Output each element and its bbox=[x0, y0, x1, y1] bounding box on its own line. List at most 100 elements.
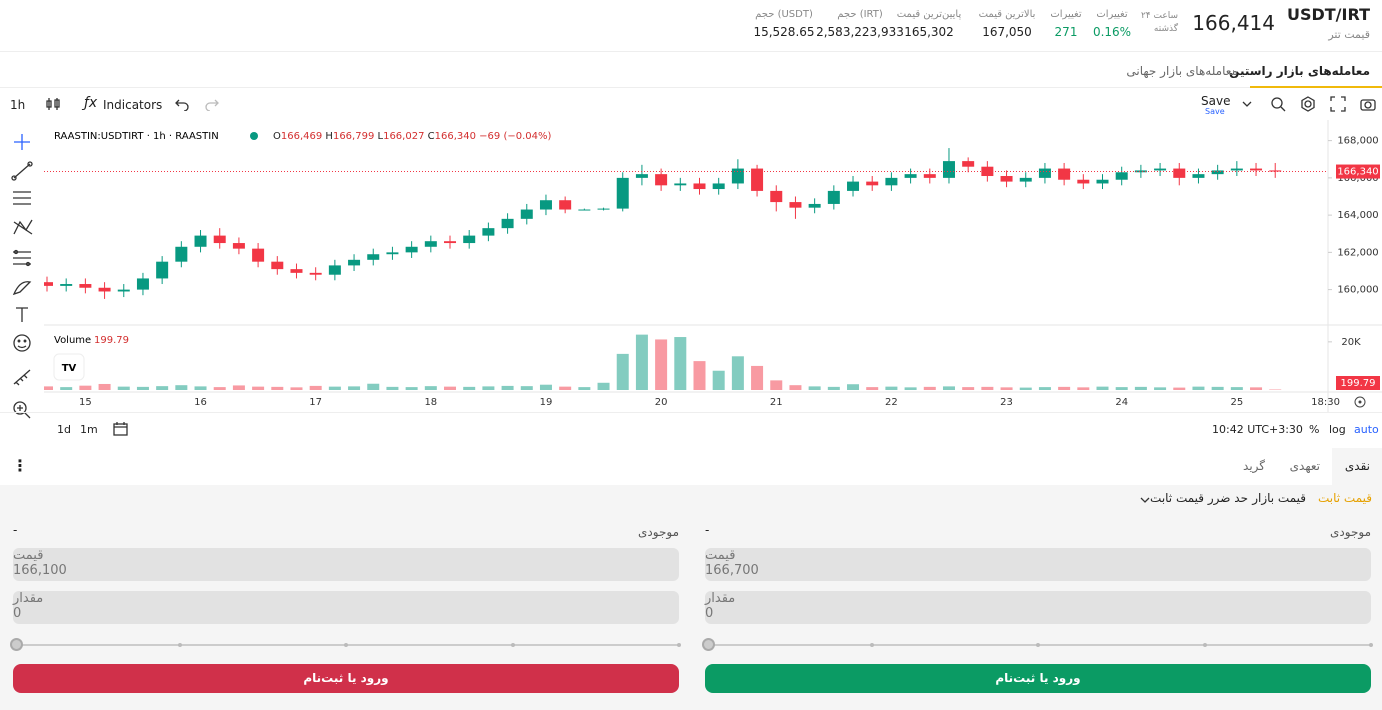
x-tick-label: 22 bbox=[885, 397, 898, 408]
x-tick-label: 16 bbox=[194, 397, 207, 408]
volume-bar bbox=[597, 382, 610, 390]
more-menu[interactable]: ⋮ bbox=[12, 456, 28, 475]
price-value: 166,100 bbox=[13, 563, 67, 578]
order-tab[interactable]: تعهدی bbox=[1289, 459, 1320, 473]
ohlc-value: 166,469 bbox=[281, 131, 322, 142]
candle-body bbox=[847, 181, 860, 191]
last-price: 166,414 bbox=[1192, 11, 1275, 35]
candle-body bbox=[290, 269, 303, 273]
volume-bar bbox=[712, 370, 725, 390]
order-type[interactable]: قیمت ثابت bbox=[1317, 491, 1372, 505]
price-input[interactable]: قیمت 166,100 bbox=[13, 548, 679, 581]
volume-bar bbox=[79, 385, 92, 390]
volume-bar bbox=[1000, 387, 1013, 390]
volume-bar bbox=[539, 384, 552, 390]
amount-input[interactable]: مقدار 0 bbox=[705, 591, 1371, 624]
slider-step bbox=[869, 643, 874, 647]
candle-body bbox=[1134, 170, 1147, 173]
indicators[interactable]: Indicators bbox=[103, 98, 163, 112]
volume-label: Volume bbox=[54, 335, 91, 346]
screenshot-icon[interactable] bbox=[1360, 96, 1376, 112]
submit-button[interactable]: ورود یا ثبت‌نام bbox=[13, 664, 679, 693]
volume-bar bbox=[789, 385, 802, 390]
volume-bar bbox=[1115, 387, 1128, 390]
volume-bar bbox=[866, 387, 879, 390]
slider-step bbox=[344, 643, 348, 647]
x-tick-label: 17 bbox=[309, 397, 322, 408]
volume-bar bbox=[136, 386, 149, 390]
drawing-toolbar bbox=[11, 134, 33, 419]
period-sub: گذشته bbox=[1153, 24, 1178, 34]
volume-bar bbox=[156, 386, 169, 390]
interval[interactable]: 1h bbox=[10, 98, 26, 112]
stat-label: بالاترین قیمت bbox=[978, 9, 1036, 20]
tools[interactable] bbox=[11, 134, 33, 419]
volume-bar bbox=[213, 387, 226, 390]
pair[interactable]: USDT/IRT bbox=[1286, 5, 1370, 24]
auto[interactable]: auto bbox=[1354, 423, 1379, 436]
undo[interactable] bbox=[175, 97, 189, 111]
tab[interactable]: معامله‌های بازار راستین bbox=[1229, 64, 1370, 78]
candle-body bbox=[1038, 168, 1051, 178]
stat-label: تغییرات bbox=[1050, 9, 1082, 20]
goto-date[interactable] bbox=[113, 421, 129, 437]
candle-body bbox=[117, 289, 130, 292]
volume-bar bbox=[501, 385, 514, 390]
candle-body bbox=[520, 209, 533, 219]
slider-handle[interactable] bbox=[702, 638, 715, 651]
volume-bar bbox=[655, 339, 668, 390]
order-tab[interactable]: گرید bbox=[1243, 459, 1265, 473]
volume-bar bbox=[252, 386, 265, 390]
candle-body bbox=[597, 208, 610, 210]
order-type-menu[interactable] bbox=[1140, 496, 1150, 504]
tab[interactable]: معامله‌های بازار جهانی bbox=[1126, 64, 1238, 78]
ohlc-key: O bbox=[273, 131, 281, 142]
candle-body bbox=[962, 161, 975, 167]
candle-body bbox=[923, 174, 936, 178]
settings-icon[interactable] bbox=[1300, 96, 1316, 112]
save[interactable]: Save bbox=[1201, 94, 1231, 108]
range[interactable]: 1m bbox=[80, 423, 98, 436]
price-placeholder: قیمت bbox=[705, 548, 736, 563]
log[interactable]: log bbox=[1329, 423, 1346, 436]
volume-bar bbox=[405, 387, 418, 390]
price-placeholder: قیمت bbox=[13, 548, 44, 563]
candle-body bbox=[79, 284, 92, 288]
range[interactable]: 1d bbox=[57, 423, 71, 436]
order-type[interactable]: قیمت بازار bbox=[1252, 491, 1306, 505]
candle-icon[interactable] bbox=[45, 96, 61, 112]
submit-button[interactable]: ورود یا ثبت‌نام bbox=[705, 664, 1371, 693]
candle-body bbox=[942, 161, 955, 178]
slider-handle[interactable] bbox=[10, 638, 23, 651]
alert-icon[interactable] bbox=[1270, 96, 1286, 112]
slider[interactable] bbox=[10, 638, 681, 651]
candle-body bbox=[731, 168, 744, 184]
amount-input[interactable]: مقدار 0 bbox=[13, 591, 679, 624]
fx-icon[interactable]: ƒx bbox=[84, 95, 98, 111]
volume-bar bbox=[482, 386, 495, 390]
volume-bar bbox=[386, 386, 399, 390]
stat-label: حجم (IRT) bbox=[837, 9, 883, 20]
order-type[interactable]: حد ضرر قیمت ثابت bbox=[1150, 491, 1248, 505]
order-tab[interactable]: نقدی bbox=[1344, 459, 1370, 473]
balance-label: موجودی bbox=[1330, 525, 1371, 539]
candle-body bbox=[309, 272, 322, 275]
x-tick-label: 19 bbox=[540, 397, 553, 408]
ohlc-key: C bbox=[428, 131, 435, 142]
price-input[interactable]: قیمت 166,700 bbox=[705, 548, 1371, 581]
stat-label: حجم (USDT) bbox=[755, 9, 813, 20]
volume-bar bbox=[60, 387, 73, 390]
candle-body bbox=[635, 174, 648, 178]
slider[interactable] bbox=[702, 638, 1373, 651]
candle-body bbox=[348, 259, 361, 266]
balance: - bbox=[13, 523, 18, 537]
time-settings[interactable] bbox=[1354, 396, 1366, 408]
save-menu[interactable] bbox=[1242, 100, 1252, 108]
fullscreen-icon[interactable] bbox=[1330, 96, 1346, 112]
candle-body bbox=[1000, 176, 1013, 182]
candle-body bbox=[136, 278, 149, 290]
volume-bar bbox=[1192, 386, 1205, 390]
percent[interactable]: % bbox=[1309, 423, 1320, 436]
amount-placeholder: مقدار bbox=[705, 591, 736, 606]
